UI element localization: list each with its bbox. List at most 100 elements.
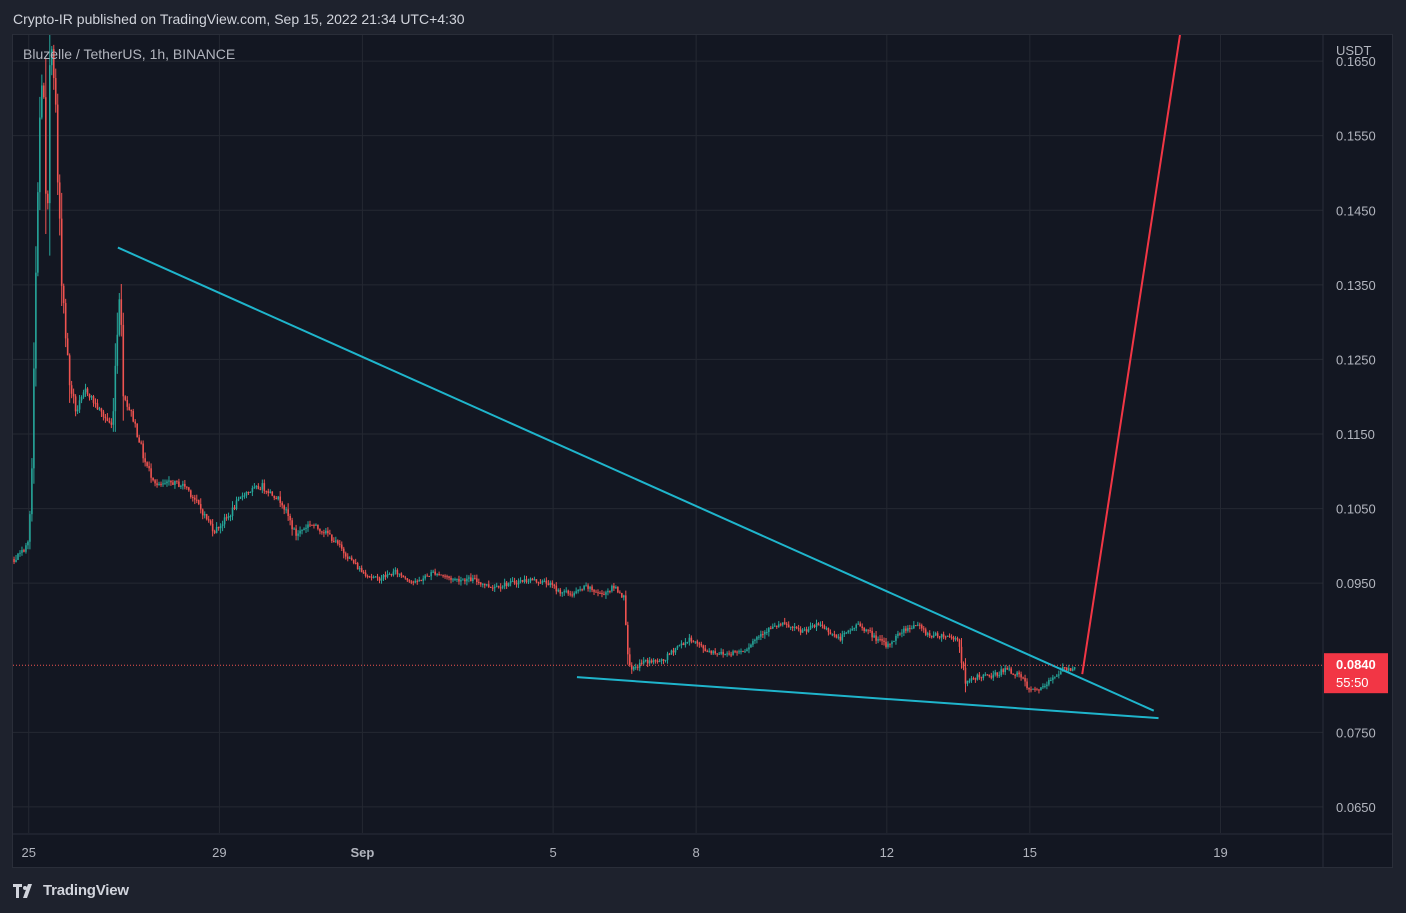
candle-body — [92, 396, 95, 403]
candle-body — [571, 594, 573, 596]
candle-body — [404, 577, 407, 579]
time-tick-label: 29 — [212, 845, 226, 860]
candle-body — [617, 586, 619, 593]
candle-body — [690, 637, 693, 642]
candle-body — [557, 589, 560, 592]
candle-body — [1065, 667, 1068, 671]
candle-body — [329, 533, 331, 535]
candle-body — [642, 660, 645, 664]
candle-body — [251, 488, 254, 493]
candle-body — [654, 660, 657, 662]
candle-body — [543, 580, 546, 582]
candle-body — [277, 496, 280, 500]
candle-body — [777, 624, 780, 627]
candle-body — [905, 628, 907, 631]
candle-body — [239, 496, 242, 499]
candle-body — [112, 411, 115, 425]
candle-body — [56, 104, 59, 183]
candle-body — [706, 651, 709, 653]
candle-body — [648, 660, 651, 664]
candle-body — [839, 636, 842, 641]
candle-body — [932, 635, 935, 638]
candle-body — [68, 355, 71, 386]
candle-body — [108, 420, 111, 423]
candle-body — [833, 634, 836, 636]
candle-body — [170, 480, 172, 483]
candle-body — [541, 580, 544, 583]
candle-body — [291, 520, 293, 530]
candle-body — [481, 583, 484, 585]
candle-body — [843, 632, 846, 635]
candle-body — [597, 592, 599, 594]
candle-body — [480, 582, 482, 585]
candle-body — [27, 541, 29, 546]
candle-body — [710, 650, 713, 654]
candle-body — [636, 666, 639, 668]
candle-body — [803, 629, 806, 631]
candle-body — [231, 507, 234, 517]
candle-body — [148, 466, 150, 469]
candle-body — [527, 581, 530, 583]
candle-body — [13, 559, 15, 563]
candle-body — [476, 578, 478, 583]
candle-body — [146, 462, 148, 467]
candle-body — [982, 674, 985, 678]
candle-body — [360, 568, 363, 573]
candle-body — [615, 586, 617, 589]
candle-body — [497, 585, 500, 588]
candle-body — [313, 525, 315, 527]
candle-body — [750, 644, 752, 648]
candle-body — [938, 636, 941, 638]
candle-body — [380, 578, 383, 581]
candle-body — [289, 515, 291, 521]
candle-body — [664, 659, 667, 661]
candle-body — [714, 651, 716, 654]
candle-body — [567, 590, 570, 594]
candle-body — [416, 580, 419, 582]
price-tick-label: 0.0750 — [1336, 725, 1376, 740]
candle-body — [394, 570, 397, 572]
candle-body — [561, 592, 564, 594]
candle-body — [531, 578, 534, 581]
time-tick-label: 25 — [21, 845, 35, 860]
candle-body — [323, 532, 325, 534]
candle-body — [253, 487, 256, 489]
tradingview-brand[interactable]: TradingView — [13, 882, 129, 899]
candle-body — [1048, 679, 1050, 685]
time-tick-label: 12 — [880, 845, 894, 860]
candle-body — [619, 592, 621, 594]
candle-body — [988, 674, 991, 677]
candle-body — [646, 659, 649, 664]
candle-body — [740, 651, 742, 653]
candle-body — [662, 659, 665, 661]
candle-body — [519, 580, 522, 582]
candle-body — [545, 580, 548, 584]
candle-body — [517, 580, 520, 585]
candle-body — [118, 299, 121, 335]
candle-body — [1073, 667, 1076, 669]
candle-body — [136, 423, 138, 438]
candle-body — [390, 573, 393, 576]
candle-body — [21, 550, 23, 553]
candle-body — [39, 117, 41, 193]
candle-body — [920, 625, 923, 629]
candle-body — [78, 400, 81, 410]
candle-body — [317, 524, 319, 529]
candle-body — [1008, 668, 1010, 670]
candle-body — [364, 572, 367, 577]
candle-body — [964, 667, 967, 684]
candle-body — [255, 485, 258, 488]
candle-body — [903, 628, 905, 633]
candle-body — [768, 627, 770, 633]
candle-body — [466, 578, 468, 582]
candle-body — [746, 649, 748, 652]
candle-body — [1046, 684, 1048, 687]
candle-body — [472, 578, 474, 582]
candle-body — [682, 643, 685, 646]
candle-body — [764, 632, 766, 635]
candle-body — [849, 630, 852, 632]
candle-body — [412, 581, 415, 583]
candle-body — [704, 648, 707, 652]
candle-body — [1012, 673, 1014, 675]
